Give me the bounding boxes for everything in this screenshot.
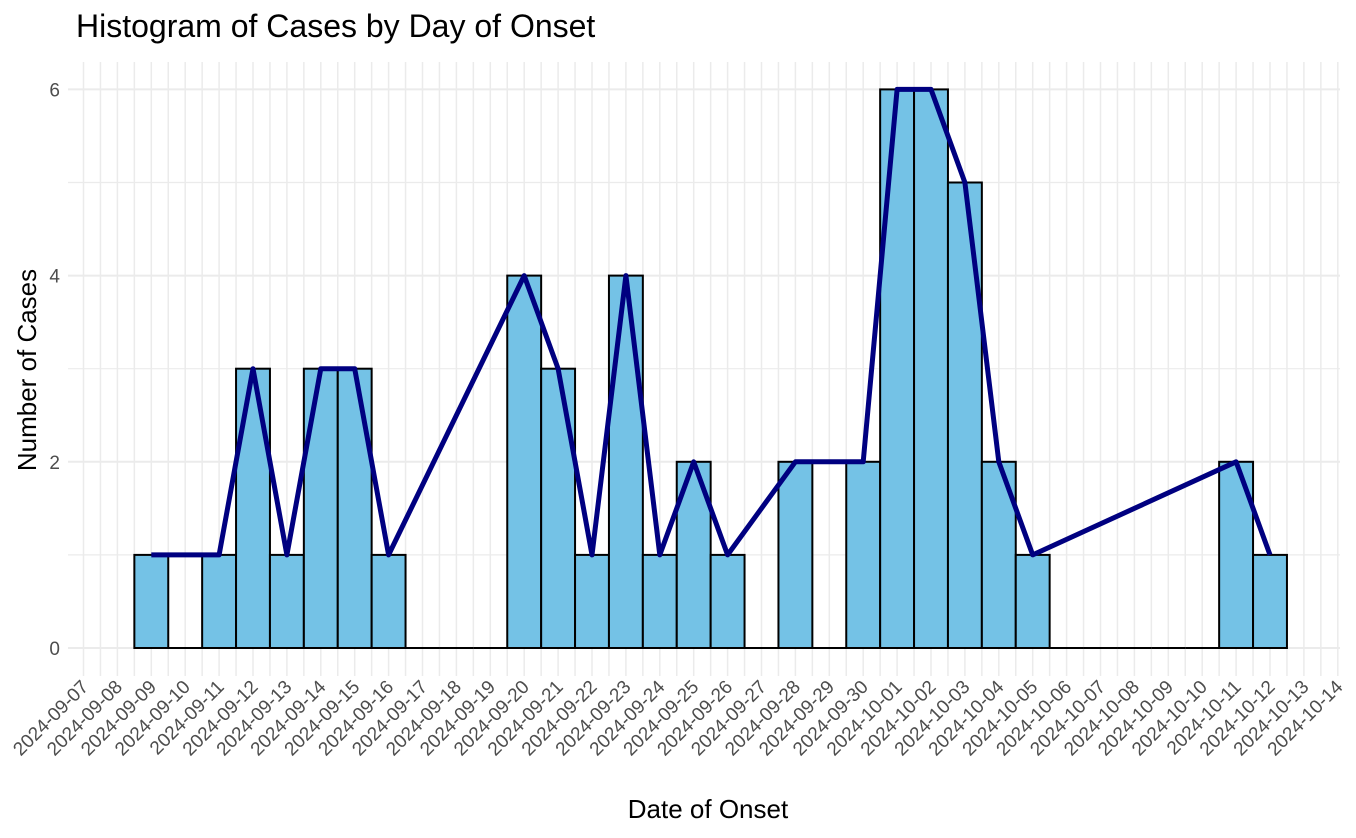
bar — [235, 367, 271, 649]
bar — [574, 553, 610, 650]
cases-line — [151, 86, 1273, 558]
y-tick-label: 6 — [49, 80, 60, 101]
bar — [302, 367, 339, 649]
bar — [709, 553, 746, 650]
bar — [1014, 553, 1051, 650]
bar — [336, 367, 373, 649]
y-axis-title: Number of Cases — [12, 269, 42, 471]
bar — [777, 460, 814, 649]
x-axis-ticks: 2024-09-072024-09-082024-09-092024-09-10… — [9, 676, 1347, 760]
bar — [607, 274, 644, 649]
y-tick-label: 4 — [49, 267, 60, 288]
bar — [913, 88, 949, 649]
cases-trend-line — [151, 86, 1273, 558]
y-tick-label: 2 — [49, 453, 60, 474]
bar — [946, 181, 983, 649]
bar — [133, 553, 170, 650]
bar — [879, 88, 916, 649]
y-axis-ticks: 0 2 4 6 — [49, 80, 60, 660]
bar — [540, 367, 577, 649]
y-tick-label: 0 — [49, 639, 60, 660]
bar — [201, 553, 238, 650]
bar — [370, 553, 407, 650]
bar — [641, 553, 678, 650]
bar — [845, 460, 882, 649]
bar — [268, 553, 305, 650]
bar — [506, 274, 543, 649]
chart-title: Histogram of Cases by Day of Onset — [76, 8, 596, 44]
bar — [1252, 553, 1288, 650]
x-axis-title: Date of Onset — [628, 794, 789, 824]
